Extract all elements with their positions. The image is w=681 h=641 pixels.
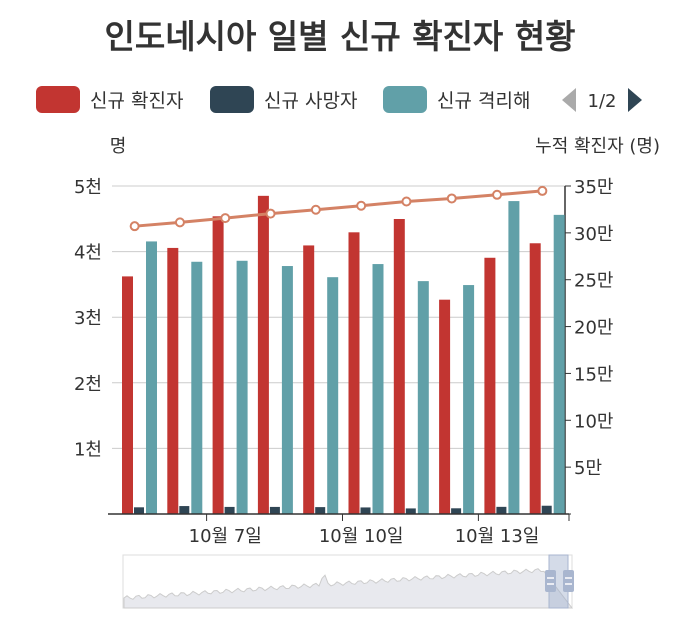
legend-page: 1/2 bbox=[588, 91, 617, 112]
data-zoom-handle[interactable] bbox=[545, 570, 556, 592]
bar-1-10월 8일[interactable] bbox=[269, 506, 280, 514]
legend-label[interactable]: 신규 확진자 bbox=[90, 90, 183, 112]
bar-0-10월 8일[interactable] bbox=[257, 195, 269, 514]
cumulative-point-10월 7일[interactable] bbox=[220, 213, 231, 224]
y-right-tick-label: 10만 bbox=[574, 411, 613, 432]
bar-2-10월 14일[interactable] bbox=[553, 214, 565, 514]
y-right-tick-label: 15만 bbox=[574, 364, 613, 385]
bar-1-10월 9일[interactable] bbox=[315, 507, 326, 514]
cumulative-point-10월 9일[interactable] bbox=[310, 204, 321, 215]
bar-0-10월 7일[interactable] bbox=[212, 216, 224, 515]
y-right-tick-label: 25만 bbox=[574, 271, 613, 292]
bar-0-10월 9일[interactable] bbox=[303, 245, 315, 514]
legend-swatch[interactable] bbox=[210, 86, 254, 113]
cumulative-point-10월 14일[interactable] bbox=[537, 185, 548, 196]
y-right-tick-label: 30만 bbox=[574, 224, 613, 245]
bar-0-10월 5일[interactable] bbox=[122, 276, 133, 514]
legend-swatch[interactable] bbox=[383, 86, 427, 113]
y-right-label: 누적 확진자 (명) bbox=[535, 136, 660, 157]
y-left-tick-label: 4천 bbox=[74, 243, 102, 264]
x-tick-label: 10월 10일 bbox=[319, 526, 404, 547]
bar-0-10월 11일[interactable] bbox=[393, 218, 405, 514]
bar-0-10월 12일[interactable] bbox=[439, 299, 451, 514]
bar-2-10월 5일[interactable] bbox=[146, 241, 157, 514]
x-tick-label: 10월 7일 bbox=[189, 526, 262, 547]
bar-1-10월 5일[interactable] bbox=[134, 507, 144, 514]
y-right-tick-label: 20만 bbox=[574, 318, 613, 339]
legend-label[interactable]: 신규 격리해 bbox=[437, 90, 530, 112]
bar-2-10월 12일[interactable] bbox=[463, 285, 475, 514]
cumulative-point-10월 11일[interactable] bbox=[401, 196, 412, 207]
bar-1-10월 11일[interactable] bbox=[405, 508, 416, 514]
bar-2-10월 7일[interactable] bbox=[236, 260, 248, 514]
bar-0-10월 10일[interactable] bbox=[348, 232, 360, 514]
y-left-tick-label: 5천 bbox=[74, 177, 102, 198]
cumulative-line bbox=[134, 189, 543, 228]
legend-next-icon[interactable] bbox=[628, 88, 642, 112]
cumulative-point-10월 8일[interactable] bbox=[265, 208, 276, 219]
bar-1-10월 7일[interactable] bbox=[224, 506, 235, 514]
bar-1-10월 14일[interactable] bbox=[541, 505, 552, 514]
x-tick-label: 10월 13일 bbox=[455, 526, 540, 547]
cumulative-point-10월 6일[interactable] bbox=[174, 217, 185, 228]
bar-2-10월 11일[interactable] bbox=[417, 281, 429, 514]
bar-1-10월 10일[interactable] bbox=[360, 507, 371, 514]
bar-1-10월 13일[interactable] bbox=[496, 506, 507, 514]
legend-prev-icon[interactable] bbox=[562, 88, 576, 112]
bar-2-10월 13일[interactable] bbox=[508, 201, 520, 514]
cumulative-point-10월 13일[interactable] bbox=[492, 189, 503, 200]
legend-label[interactable]: 신규 사망자 bbox=[264, 90, 357, 112]
cumulative-point-10월 5일[interactable] bbox=[129, 221, 140, 232]
y-left-label: 명 bbox=[110, 136, 127, 157]
y-right-tick-label: 35만 bbox=[574, 177, 613, 198]
data-zoom-handle[interactable] bbox=[563, 570, 574, 592]
bar-2-10월 8일[interactable] bbox=[281, 266, 293, 514]
chart-title: 인도네시아 일별 신규 확진자 현황 bbox=[105, 17, 576, 56]
bar-0-10월 6일[interactable] bbox=[167, 247, 179, 515]
legend-swatch[interactable] bbox=[36, 86, 80, 113]
cumulative-point-10월 12일[interactable] bbox=[446, 193, 457, 204]
y-left-tick-label: 2천 bbox=[74, 374, 102, 395]
bar-1-10월 12일[interactable] bbox=[451, 508, 462, 514]
bar-1-10월 6일[interactable] bbox=[179, 506, 190, 514]
bar-0-10월 13일[interactable] bbox=[484, 257, 496, 514]
cumulative-point-10월 10일[interactable] bbox=[356, 200, 367, 211]
y-left-tick-label: 1천 bbox=[74, 439, 102, 460]
data-zoom-preview bbox=[123, 568, 574, 609]
y-left-tick-label: 3천 bbox=[74, 308, 102, 329]
bar-2-10월 9일[interactable] bbox=[327, 277, 339, 514]
y-right-tick-label: 5만 bbox=[574, 458, 602, 479]
bar-2-10월 10일[interactable] bbox=[372, 264, 384, 514]
bar-2-10월 6일[interactable] bbox=[191, 261, 203, 514]
bar-0-10월 14일[interactable] bbox=[529, 243, 541, 514]
